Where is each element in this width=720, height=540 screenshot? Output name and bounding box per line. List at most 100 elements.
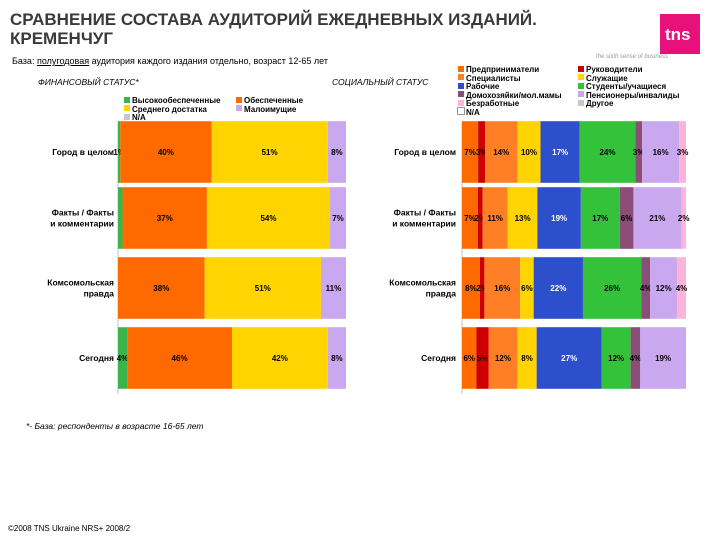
data-label: 4% <box>676 284 688 293</box>
bar-segment-специалисты <box>488 327 518 389</box>
legend-item-домохозяйки-мол-мамы: Домохозяйки/мол.мамы <box>458 91 562 100</box>
base-note-rest: аудитория каждого издания отдельно, возр… <box>89 56 328 66</box>
data-label: 2% <box>476 284 488 293</box>
bar-segment-руководители <box>479 257 485 319</box>
data-label: 6% <box>463 354 475 363</box>
brand-logo: tns <box>660 14 700 54</box>
legend-swatch <box>458 65 464 72</box>
legend-item-n-a: N/A <box>457 107 480 117</box>
category-label-факты-факты-и-комментарии: Факты / Факты и комментарии <box>50 208 114 229</box>
bar-segment-служащие <box>507 187 538 249</box>
legend-label: Среднего достатка <box>132 104 207 114</box>
legend-item-n-a: N/A <box>124 113 146 122</box>
bar-segment-безработные <box>677 257 686 319</box>
page-title: СРАВНЕНИЕ СОСТАВА АУДИТОРИЙ ЕЖЕДНЕВНЫХ И… <box>10 10 600 48</box>
data-label: 24% <box>599 148 615 157</box>
bar-segment-малоимущие <box>330 187 346 249</box>
category-label-факты-факты-и-комментарии: Факты / Факты и комментарии <box>392 208 456 229</box>
category-label-line: Комсомольская <box>389 278 456 288</box>
data-label: 38% <box>153 284 169 293</box>
bar-segment-высокообеспеченные <box>118 187 123 249</box>
legend-swatch <box>578 82 584 89</box>
legend-item-рабочие: Рабочие <box>458 82 499 91</box>
category-label-сегодня: Сегодня <box>421 353 456 363</box>
legend-label: Другое <box>586 99 614 108</box>
bar-segment-предприниматели <box>462 121 479 183</box>
legend-item-предприниматели: Предприниматели <box>458 65 539 74</box>
legend-item-безработные: Безработные <box>458 99 519 108</box>
legend-item-обеспеченные: Обеспеченные <box>236 96 303 105</box>
data-label: 4% <box>640 284 652 293</box>
social-status-chart: Город в целом 7% 3% 14% 10% 17% 24% 3% 16% 3%Факт… <box>389 121 690 395</box>
legend-swatch <box>236 96 242 103</box>
bar-segment-специалисты <box>482 187 508 249</box>
data-label: 42% <box>272 354 288 363</box>
base-note-prefix: База: <box>12 56 37 66</box>
bar-segment-домохозяйки-мол-мамы <box>635 121 643 183</box>
data-label: 11% <box>487 214 503 223</box>
legend-swatch <box>578 99 584 106</box>
legend-swatch <box>458 91 464 98</box>
bar-segment-обеспеченные <box>120 121 212 183</box>
social-status-title: СОЦИАЛЬНЫЙ СТАТУС <box>332 77 429 87</box>
base-note: База: полугодовая аудитория каждого изда… <box>12 56 328 66</box>
data-label: 19% <box>551 214 567 223</box>
legend-label: Руководители <box>586 65 643 74</box>
legend-label: N/A <box>132 113 146 122</box>
bar-segment-домохозяйки-мол-мамы <box>619 187 634 249</box>
legend-swatch <box>124 113 130 120</box>
legend-label: Обеспеченные <box>244 96 304 105</box>
data-label: 8% <box>465 284 477 293</box>
data-label: 16% <box>653 148 669 157</box>
data-label: 19% <box>655 354 671 363</box>
data-label: 16% <box>494 284 510 293</box>
copyright: ©2008 TNS Ukraine NRS+ 2008/2 <box>8 524 131 533</box>
logo-text: tns <box>665 25 691 44</box>
category-label-line: правда <box>84 289 115 299</box>
bar-segment-обеспеченные <box>122 187 207 249</box>
legend-item-высокообеспеченные: Высокообеспеченные <box>124 96 220 105</box>
bar-segment-служащие <box>517 327 537 389</box>
legend-swatch <box>578 65 584 72</box>
data-label: 22% <box>550 284 566 293</box>
data-label: 7% <box>464 148 476 157</box>
legend-label: N/A <box>466 107 480 117</box>
title-line-1: СРАВНЕНИЕ СОСТАВА АУДИТОРИЙ ЕЖЕДНЕВНЫХ И… <box>10 10 537 29</box>
bar-segment-служащие <box>517 121 541 183</box>
legend-item-малоимущие: Малоимущие <box>236 105 296 114</box>
data-label: 2% <box>475 214 487 223</box>
bar-segment-предприниматели <box>462 257 480 319</box>
category-label-комсомольская-правда: Комсомольская правда <box>47 278 114 299</box>
category-label-комсомольская-правда: Комсомольская правда <box>389 278 456 299</box>
bar-segment-специалисты <box>485 121 518 183</box>
category-label-line: Факты / Факты <box>394 208 456 218</box>
data-label: 14% <box>493 148 509 157</box>
category-label-line: Город в целом <box>52 147 114 157</box>
data-label: 17% <box>592 214 608 223</box>
bar-segment-пенсионеры-инвалиды <box>633 187 682 249</box>
legend-swatch <box>236 105 242 112</box>
data-label: 40% <box>158 148 174 157</box>
financial-status-chart: Город в целом 1% 40% 51% 8% Факты / Факты и ко… <box>47 121 346 395</box>
category-label-line: Комсомольская <box>47 278 114 288</box>
legend-swatch <box>124 105 130 112</box>
legend-swatch <box>458 74 464 81</box>
data-label: 6% <box>521 284 533 293</box>
legend-item-другое: Другое <box>578 99 614 108</box>
data-label: 51% <box>262 148 278 157</box>
category-label-line: Город в целом <box>394 147 456 157</box>
bar-segment-высокообеспеченные <box>118 327 128 389</box>
legend-label: Домохозяйки/мол.мамы <box>466 90 562 100</box>
data-label: 2% <box>678 214 690 223</box>
bar-segment-обеспеченные <box>127 327 232 389</box>
bar-segment-домохозяйки-мол-мамы <box>630 327 641 389</box>
legend-label: Безработные <box>466 99 520 108</box>
category-label-line: и комментарии <box>50 219 114 229</box>
footnote: *- База: респонденты в возрасте 16-65 ле… <box>26 421 204 431</box>
data-label: 6% <box>621 214 633 223</box>
data-label: 11% <box>326 284 342 293</box>
data-label: 46% <box>172 354 188 363</box>
data-label: 54% <box>260 214 276 223</box>
bar-segment-среднего-достатка <box>232 327 328 389</box>
